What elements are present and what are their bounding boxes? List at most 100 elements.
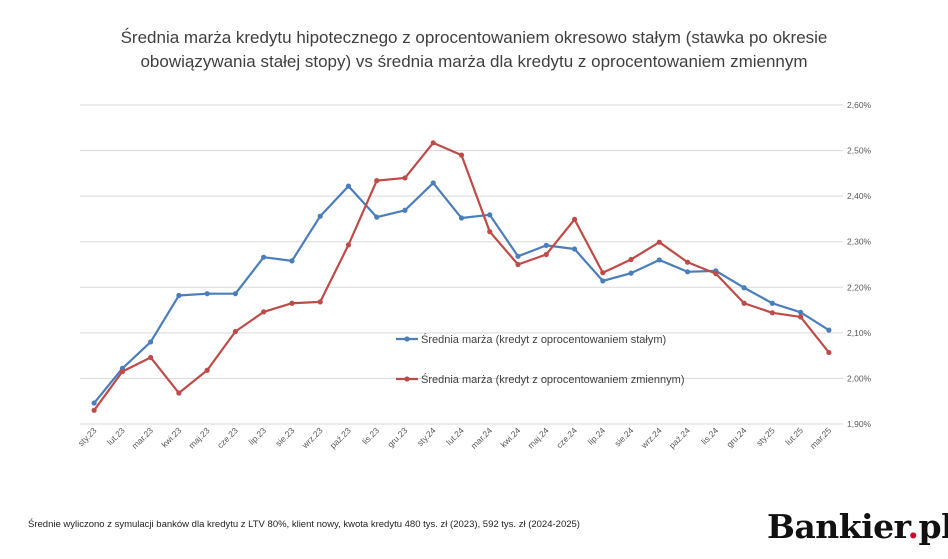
data-point — [430, 140, 436, 146]
x-tick-label: lis.24 — [699, 425, 720, 446]
data-point — [600, 270, 606, 276]
data-point — [826, 349, 832, 356]
x-tick-label: sie.23 — [273, 425, 296, 448]
data-point — [487, 212, 493, 218]
data-point — [176, 292, 182, 299]
x-tick-label: gru.23 — [385, 425, 409, 449]
data-point — [628, 256, 634, 263]
x-tick-label: sie.24 — [612, 425, 635, 448]
data-point — [345, 183, 352, 189]
x-tick-label: kwi.23 — [159, 425, 183, 449]
x-tick-label: lip.24 — [586, 425, 608, 447]
data-point — [317, 299, 323, 305]
x-tick-label: mar.23 — [130, 425, 156, 451]
y-tick-label: 1,90% — [847, 419, 872, 429]
footnote: Średnie wyliczono z symulacji banków dla… — [28, 519, 580, 530]
data-point — [374, 214, 380, 220]
x-tick-label: lut.23 — [105, 425, 127, 447]
data-point — [769, 310, 775, 316]
x-tick-label: sty.25 — [754, 425, 777, 448]
data-point — [713, 271, 719, 277]
x-tick-label: mar.24 — [469, 425, 495, 451]
series-fixed-rate — [91, 180, 832, 406]
legend-item: Średnia marża (kredyt z oprocentowaniem … — [396, 333, 666, 346]
y-tick-label: 2,10% — [847, 328, 872, 338]
legend-item: Średnia marża (kredyt z oprocentowaniem … — [396, 373, 685, 386]
data-point — [684, 259, 691, 265]
data-point — [684, 269, 691, 275]
gridlines — [80, 104, 843, 425]
x-tick-label: lut.25 — [783, 425, 805, 447]
data-point — [91, 400, 97, 406]
data-point — [232, 328, 239, 335]
data-point — [798, 309, 804, 315]
data-point — [91, 407, 97, 413]
data-point — [628, 270, 634, 276]
y-tick-label: 2,30% — [847, 237, 872, 247]
data-point — [289, 300, 295, 306]
data-point — [374, 178, 380, 184]
x-tick-label: wrz.23 — [299, 425, 325, 451]
data-point — [148, 339, 154, 345]
legend-label: Średnia marża (kredyt z oprocentowaniem … — [421, 333, 666, 346]
chart-title-line-1: Średnia marża kredytu hipotecznego z opr… — [120, 28, 828, 47]
x-tick-label: maj.24 — [526, 425, 551, 450]
data-point — [232, 291, 239, 297]
x-tick-label: wrz.24 — [638, 425, 664, 451]
x-tick-label: cze.23 — [215, 425, 240, 450]
legend-marker — [404, 336, 410, 342]
data-point — [317, 213, 323, 219]
x-tick-label: mar.25 — [808, 425, 834, 451]
chart-title-line-2: obowiązywania stałej stopy) vs średnia m… — [140, 52, 808, 71]
y-tick-label: 2,60% — [847, 100, 872, 110]
data-point — [769, 300, 775, 306]
data-point — [458, 152, 465, 158]
logo-text: Bankier — [767, 507, 908, 546]
data-point — [543, 251, 549, 258]
legend: Średnia marża (kredyt z oprocentowaniem … — [396, 333, 685, 386]
data-point — [798, 314, 804, 320]
data-point — [515, 253, 521, 259]
y-tick-label: 2,50% — [847, 146, 872, 156]
data-point — [600, 278, 606, 284]
logo-dot: . — [907, 507, 920, 546]
data-point — [741, 300, 747, 306]
x-tick-label: kwi.24 — [498, 425, 522, 449]
data-point — [430, 180, 436, 186]
x-tick-label: lip.23 — [247, 425, 269, 447]
data-point — [289, 258, 295, 264]
data-point — [515, 261, 521, 268]
data-point — [345, 242, 352, 248]
bankier-logo: Bankier.pl — [767, 507, 948, 546]
data-point — [571, 216, 578, 222]
x-tick-label: sty.24 — [415, 425, 438, 448]
data-point — [148, 354, 154, 361]
x-tick-label: lis.23 — [360, 425, 381, 446]
x-tick-label: sty.23 — [76, 425, 99, 448]
data-point — [571, 246, 578, 252]
data-point — [176, 390, 182, 396]
data-point — [119, 368, 125, 375]
data-point — [656, 239, 662, 245]
data-point — [656, 257, 662, 263]
data-point — [487, 229, 493, 235]
x-tick-label: paź.23 — [328, 425, 353, 450]
data-point — [402, 207, 408, 213]
data-point — [204, 367, 210, 373]
data-point — [741, 285, 747, 291]
logo-suffix: pl — [918, 507, 948, 546]
legend-label: Średnia marża (kredyt z oprocentowaniem … — [421, 373, 685, 386]
data-point — [261, 254, 267, 260]
x-axis-tick-labels: sty.23 lut.23 mar.23 kwi.23 maj.23 cze.23 lip.… — [76, 425, 834, 451]
legend-marker — [404, 376, 410, 382]
x-tick-label: paź.24 — [667, 425, 692, 450]
data-point — [402, 175, 408, 181]
y-tick-label: 2,40% — [847, 191, 872, 201]
y-tick-label: 2,00% — [847, 373, 872, 383]
y-tick-label: 2,20% — [847, 282, 872, 292]
y-axis-tick-labels: 1,90% 2,00% 2,10% 2,20% 2,30% 2,40% 2,50% 2,60% — [847, 100, 872, 429]
chart-title: Średnia marża kredytu hipotecznego z opr… — [60, 26, 888, 74]
data-point — [204, 291, 210, 297]
x-tick-label: cze.24 — [554, 425, 579, 450]
